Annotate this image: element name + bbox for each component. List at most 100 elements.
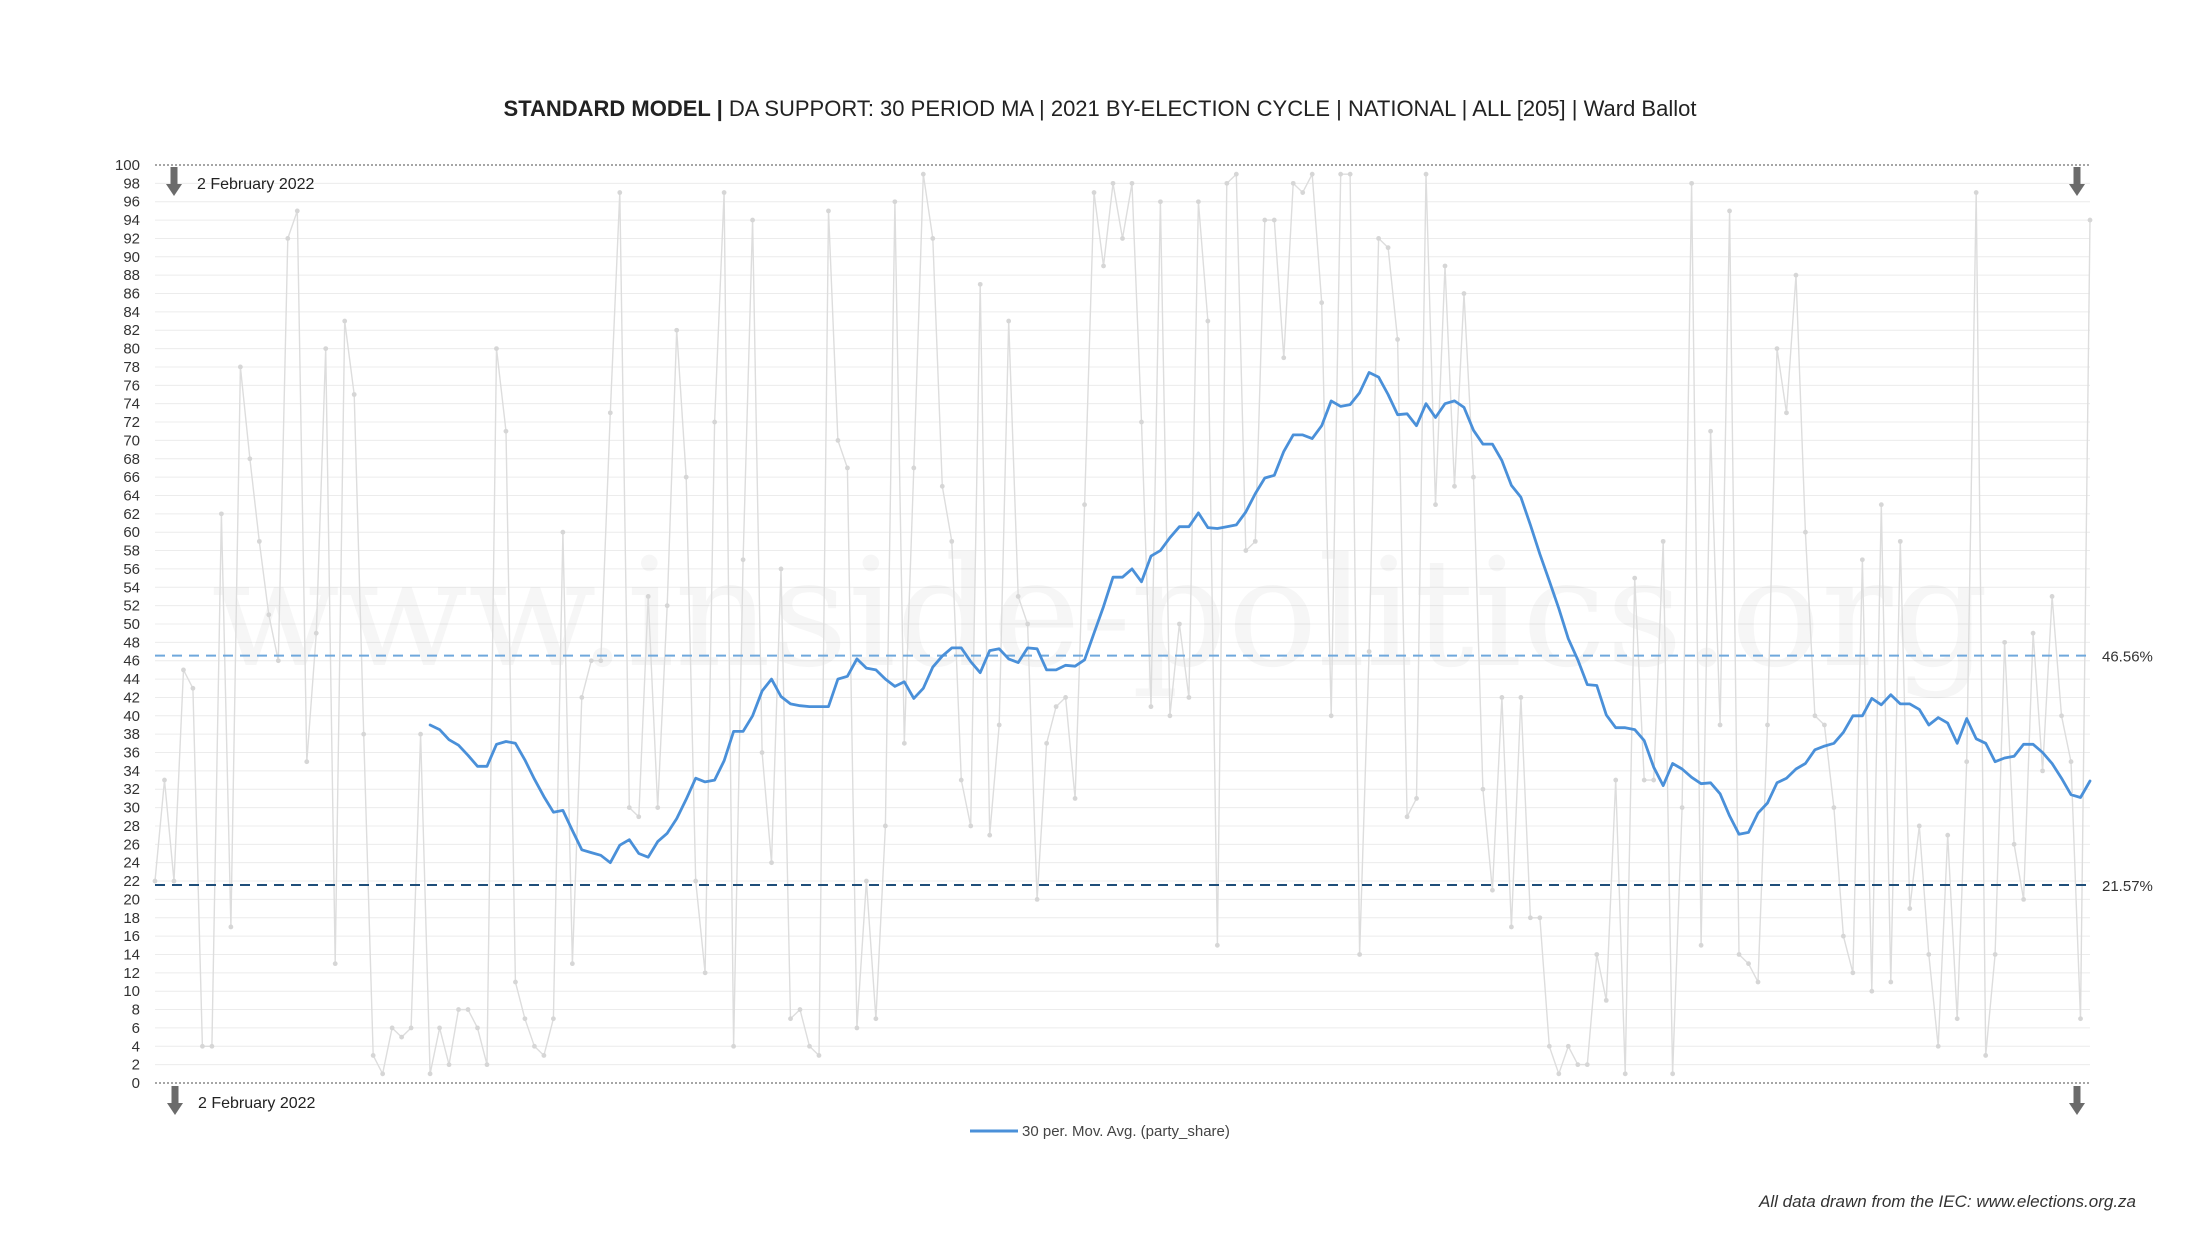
- raw-series-point: [1262, 217, 1268, 223]
- raw-series-point: [484, 1062, 490, 1068]
- raw-series-point: [1452, 483, 1457, 489]
- raw-series-point: [569, 961, 575, 967]
- y-tick-label: 90: [123, 249, 140, 266]
- y-tick-label: 34: [123, 763, 140, 780]
- raw-series-point: [465, 1007, 471, 1012]
- y-tick-label: 36: [123, 745, 140, 762]
- raw-series-point: [503, 428, 509, 434]
- raw-series-point: [920, 171, 926, 177]
- raw-series-point: [598, 658, 604, 664]
- raw-series-point: [1537, 915, 1543, 921]
- raw-series-point: [370, 1053, 376, 1058]
- raw-series-point: [1916, 823, 1922, 829]
- raw-series-point: [1082, 502, 1087, 508]
- raw-series-point: [399, 1034, 405, 1040]
- raw-series-point: [285, 236, 291, 241]
- raw-series-point: [958, 777, 964, 783]
- source-note: All data drawn from the IEC: www.electio…: [1758, 1192, 2136, 1211]
- y-tick-label: 72: [123, 414, 140, 431]
- raw-series-point: [1101, 263, 1106, 269]
- y-tick-label: 68: [123, 451, 140, 468]
- raw-series-point: [1594, 952, 1600, 957]
- raw-series-point: [1110, 180, 1116, 186]
- raw-series-point: [190, 685, 196, 691]
- raw-series-point: [674, 327, 680, 333]
- y-tick-label: 44: [123, 671, 140, 688]
- raw-series-point: [1195, 199, 1201, 205]
- raw-series-point: [579, 695, 585, 700]
- raw-series-point: [332, 961, 338, 967]
- chart-title-rest: DA SUPPORT: 30 PERIOD MA | 2021 BY-ELECT…: [723, 96, 1697, 121]
- raw-series-point: [721, 190, 727, 195]
- y-tick-label: 24: [123, 855, 140, 872]
- raw-series-point: [1803, 529, 1808, 535]
- down-arrow-icon: [2069, 167, 2085, 196]
- raw-series-point: [1025, 621, 1031, 627]
- raw-series-point: [911, 465, 917, 471]
- y-tick-label: 78: [123, 359, 140, 376]
- raw-series-point: [2030, 630, 2036, 636]
- raw-series-point: [2078, 1016, 2083, 1022]
- raw-series-point: [1859, 557, 1865, 563]
- raw-series-point: [807, 1043, 812, 1049]
- raw-series-point: [797, 1007, 803, 1012]
- raw-series-point: [1423, 171, 1429, 177]
- y-tick-label: 2: [132, 1057, 140, 1074]
- raw-series-point: [1091, 190, 1097, 195]
- raw-series-point: [437, 1025, 442, 1031]
- raw-series-point: [408, 1025, 414, 1031]
- chart-title-bold: STANDARD MODEL |: [504, 96, 723, 121]
- raw-series-point: [1983, 1053, 1989, 1058]
- raw-series-point: [854, 1025, 860, 1031]
- raw-series-point: [1736, 952, 1742, 957]
- raw-series-point: [636, 814, 642, 820]
- raw-series-point: [996, 722, 1002, 728]
- y-tick-label: 48: [123, 634, 140, 651]
- y-tick-label: 38: [123, 726, 140, 743]
- raw-series-point: [588, 658, 594, 664]
- raw-series-point: [1385, 245, 1391, 251]
- raw-series-point: [1034, 897, 1040, 902]
- raw-series-point: [626, 805, 632, 810]
- raw-series-point: [342, 318, 348, 324]
- raw-series-point: [1822, 722, 1827, 728]
- raw-series-point: [1214, 942, 1220, 948]
- moving-average-line: [428, 371, 2092, 865]
- raw-series-point: [1689, 180, 1695, 186]
- raw-series-point: [1177, 621, 1182, 627]
- down-arrow-icon: [166, 167, 182, 196]
- raw-series-point: [550, 1016, 556, 1022]
- raw-series-point: [645, 594, 651, 599]
- raw-series-point: [845, 465, 850, 471]
- y-tick-label: 32: [123, 781, 140, 798]
- raw-series-point: [228, 924, 234, 930]
- raw-series-point: [275, 658, 281, 664]
- raw-series-point: [2002, 639, 2008, 645]
- raw-series-point: [1774, 346, 1780, 351]
- raw-series-point: [209, 1043, 215, 1049]
- raw-series-point: [740, 557, 746, 563]
- raw-series-point: [1139, 419, 1144, 425]
- raw-series-point: [863, 878, 869, 884]
- raw-series-point: [380, 1071, 386, 1077]
- raw-series-point: [1840, 933, 1846, 939]
- raw-series-point: [1556, 1071, 1562, 1077]
- raw-series-point: [494, 346, 499, 351]
- raw-series-point: [901, 740, 907, 746]
- raw-series-point: [1271, 217, 1277, 223]
- y-tick-label: 88: [123, 267, 140, 284]
- y-tick-label: 62: [123, 506, 140, 523]
- y-tick-label: 14: [123, 946, 140, 963]
- raw-series-point: [1129, 180, 1135, 186]
- reference-lines: 46.56% 21.57%: [155, 649, 2153, 895]
- raw-series-point: [1812, 713, 1818, 719]
- y-tick-label: 100: [115, 157, 140, 174]
- raw-series-point: [1186, 695, 1192, 700]
- raw-series-point: [873, 1016, 879, 1022]
- y-tick-label: 18: [123, 910, 140, 927]
- raw-series-point: [427, 1071, 433, 1077]
- raw-series-point: [446, 1062, 452, 1068]
- y-tick-label: 86: [123, 286, 140, 303]
- y-tick-label: 6: [132, 1020, 140, 1037]
- raw-series-point: [2040, 768, 2045, 774]
